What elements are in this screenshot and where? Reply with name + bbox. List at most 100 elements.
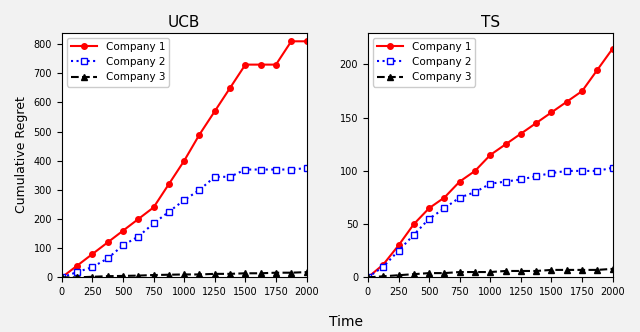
Title: TS: TS — [481, 15, 500, 30]
Legend: Company 1, Company 2, Company 3: Company 1, Company 2, Company 3 — [67, 38, 169, 87]
Company 1 — [502, 142, 509, 146]
Company 2 — [563, 169, 571, 173]
Company 3 — [165, 273, 173, 277]
Y-axis label: Cumulative Regret: Cumulative Regret — [15, 97, 28, 213]
Company 2 — [364, 275, 372, 279]
Company 1 — [609, 46, 616, 50]
Company 2 — [165, 210, 173, 214]
Company 3 — [257, 271, 264, 275]
Company 3 — [180, 273, 188, 277]
Company 2 — [119, 243, 127, 247]
Company 1 — [548, 111, 556, 115]
Company 1 — [180, 159, 188, 163]
Company 2 — [241, 168, 249, 172]
Company 3 — [517, 269, 525, 273]
Company 3 — [58, 275, 66, 279]
Company 2 — [532, 174, 540, 178]
Company 2 — [211, 175, 219, 179]
Company 2 — [303, 166, 310, 170]
Company 3 — [287, 271, 295, 275]
Company 2 — [609, 166, 616, 170]
Company 1 — [196, 132, 204, 136]
Company 1 — [88, 252, 96, 256]
Company 1 — [211, 109, 219, 113]
Company 1 — [165, 182, 173, 186]
Company 1 — [241, 63, 249, 67]
Company 3 — [211, 272, 219, 276]
Company 2 — [395, 249, 403, 253]
Company 2 — [502, 180, 509, 184]
Company 1 — [287, 39, 295, 43]
Company 2 — [456, 196, 463, 200]
Company 1 — [440, 196, 448, 200]
Text: Time: Time — [328, 315, 363, 329]
Legend: Company 1, Company 2, Company 3: Company 1, Company 2, Company 3 — [373, 38, 476, 87]
Company 2 — [58, 275, 66, 279]
Company 2 — [287, 168, 295, 172]
Company 2 — [440, 206, 448, 210]
Company 1 — [364, 275, 372, 279]
Company 1 — [517, 132, 525, 136]
Company 3 — [440, 271, 448, 275]
Company 1 — [73, 264, 81, 268]
Title: UCB: UCB — [168, 15, 200, 30]
Company 1 — [119, 229, 127, 233]
Company 1 — [150, 206, 157, 209]
Company 3 — [410, 272, 418, 276]
Company 2 — [150, 221, 157, 225]
Line: Company 1: Company 1 — [59, 39, 309, 280]
Company 2 — [517, 177, 525, 181]
Line: Company 3: Company 3 — [365, 266, 616, 280]
Company 1 — [226, 86, 234, 90]
Company 1 — [410, 222, 418, 226]
Company 2 — [593, 169, 601, 173]
Company 1 — [456, 180, 463, 184]
Company 1 — [58, 275, 66, 279]
Company 1 — [303, 39, 310, 43]
Company 1 — [579, 89, 586, 93]
Company 3 — [395, 273, 403, 277]
Company 1 — [134, 217, 142, 221]
Company 2 — [380, 265, 387, 269]
Company 3 — [119, 274, 127, 278]
Company 1 — [471, 169, 479, 173]
Company 3 — [73, 275, 81, 279]
Company 1 — [425, 206, 433, 210]
Company 2 — [88, 265, 96, 269]
Line: Company 1: Company 1 — [365, 46, 616, 280]
Company 2 — [104, 256, 111, 260]
Company 2 — [134, 235, 142, 239]
Company 3 — [609, 267, 616, 271]
Company 3 — [425, 271, 433, 275]
Company 2 — [579, 169, 586, 173]
Company 2 — [425, 217, 433, 221]
Company 3 — [532, 269, 540, 273]
Company 2 — [272, 168, 280, 172]
Company 3 — [134, 274, 142, 278]
Company 1 — [272, 63, 280, 67]
Company 3 — [593, 268, 601, 272]
Line: Company 2: Company 2 — [365, 165, 616, 280]
Company 3 — [456, 270, 463, 274]
Company 3 — [380, 274, 387, 278]
Line: Company 2: Company 2 — [59, 165, 309, 280]
Company 2 — [410, 233, 418, 237]
Company 2 — [486, 182, 494, 186]
Company 1 — [486, 153, 494, 157]
Company 1 — [593, 68, 601, 72]
Company 1 — [532, 121, 540, 125]
Company 3 — [104, 274, 111, 278]
Company 3 — [563, 268, 571, 272]
Company 3 — [241, 271, 249, 275]
Company 1 — [104, 240, 111, 244]
Company 2 — [196, 188, 204, 192]
Company 3 — [548, 268, 556, 272]
Company 2 — [257, 168, 264, 172]
Company 3 — [196, 273, 204, 277]
Company 3 — [150, 273, 157, 277]
Company 3 — [486, 270, 494, 274]
Company 3 — [364, 275, 372, 279]
Company 2 — [226, 175, 234, 179]
Company 1 — [395, 243, 403, 247]
Company 3 — [471, 270, 479, 274]
